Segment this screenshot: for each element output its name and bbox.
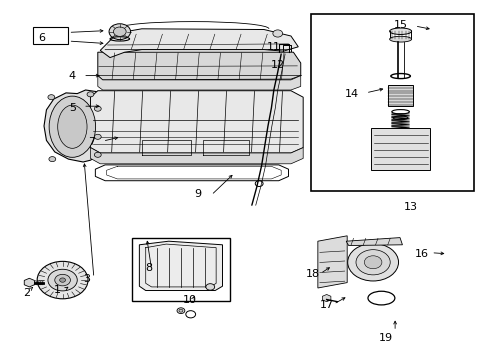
Circle shape — [355, 250, 389, 275]
Polygon shape — [90, 91, 303, 153]
Text: 9: 9 — [194, 189, 201, 199]
Ellipse shape — [389, 36, 411, 42]
Text: 10: 10 — [183, 294, 196, 305]
Circle shape — [364, 256, 381, 269]
Text: 12: 12 — [270, 60, 284, 70]
Text: 1: 1 — [54, 285, 61, 295]
Circle shape — [37, 261, 88, 299]
Circle shape — [347, 243, 398, 281]
Polygon shape — [317, 236, 346, 288]
Text: 8: 8 — [145, 263, 152, 273]
Ellipse shape — [49, 96, 95, 157]
Polygon shape — [98, 76, 300, 90]
Circle shape — [94, 134, 101, 139]
Text: 19: 19 — [379, 333, 392, 343]
Text: 14: 14 — [345, 89, 358, 99]
Text: 16: 16 — [414, 249, 427, 259]
Circle shape — [109, 24, 130, 40]
Circle shape — [87, 92, 94, 97]
Polygon shape — [24, 278, 34, 287]
Circle shape — [94, 152, 101, 157]
Polygon shape — [95, 165, 288, 181]
Circle shape — [49, 157, 56, 162]
Text: 4: 4 — [69, 71, 76, 81]
Circle shape — [60, 278, 65, 282]
Bar — [132, 238, 229, 301]
Ellipse shape — [58, 105, 87, 148]
Text: 6: 6 — [38, 33, 45, 43]
Circle shape — [55, 274, 70, 286]
Polygon shape — [139, 241, 222, 291]
Polygon shape — [90, 148, 303, 164]
Circle shape — [94, 106, 101, 111]
Polygon shape — [322, 294, 330, 302]
Bar — [310, 14, 473, 191]
Text: 13: 13 — [403, 202, 417, 212]
Polygon shape — [98, 52, 300, 80]
Bar — [370, 128, 429, 170]
Bar — [33, 27, 68, 44]
Polygon shape — [44, 90, 100, 162]
Polygon shape — [346, 238, 402, 246]
Ellipse shape — [389, 28, 411, 35]
Text: 18: 18 — [305, 269, 319, 279]
Text: 15: 15 — [393, 20, 407, 30]
Text: 2: 2 — [23, 288, 30, 298]
Circle shape — [205, 284, 214, 290]
Circle shape — [177, 308, 184, 314]
Text: 17: 17 — [319, 300, 333, 310]
Text: 5: 5 — [69, 103, 76, 113]
Circle shape — [272, 30, 282, 37]
Polygon shape — [100, 29, 298, 58]
Circle shape — [179, 309, 183, 312]
Bar — [387, 85, 412, 106]
Circle shape — [113, 27, 126, 36]
Text: 7: 7 — [88, 137, 95, 147]
Circle shape — [48, 95, 55, 100]
Text: 3: 3 — [83, 274, 90, 284]
Circle shape — [48, 269, 77, 291]
Text: 11: 11 — [266, 42, 280, 52]
